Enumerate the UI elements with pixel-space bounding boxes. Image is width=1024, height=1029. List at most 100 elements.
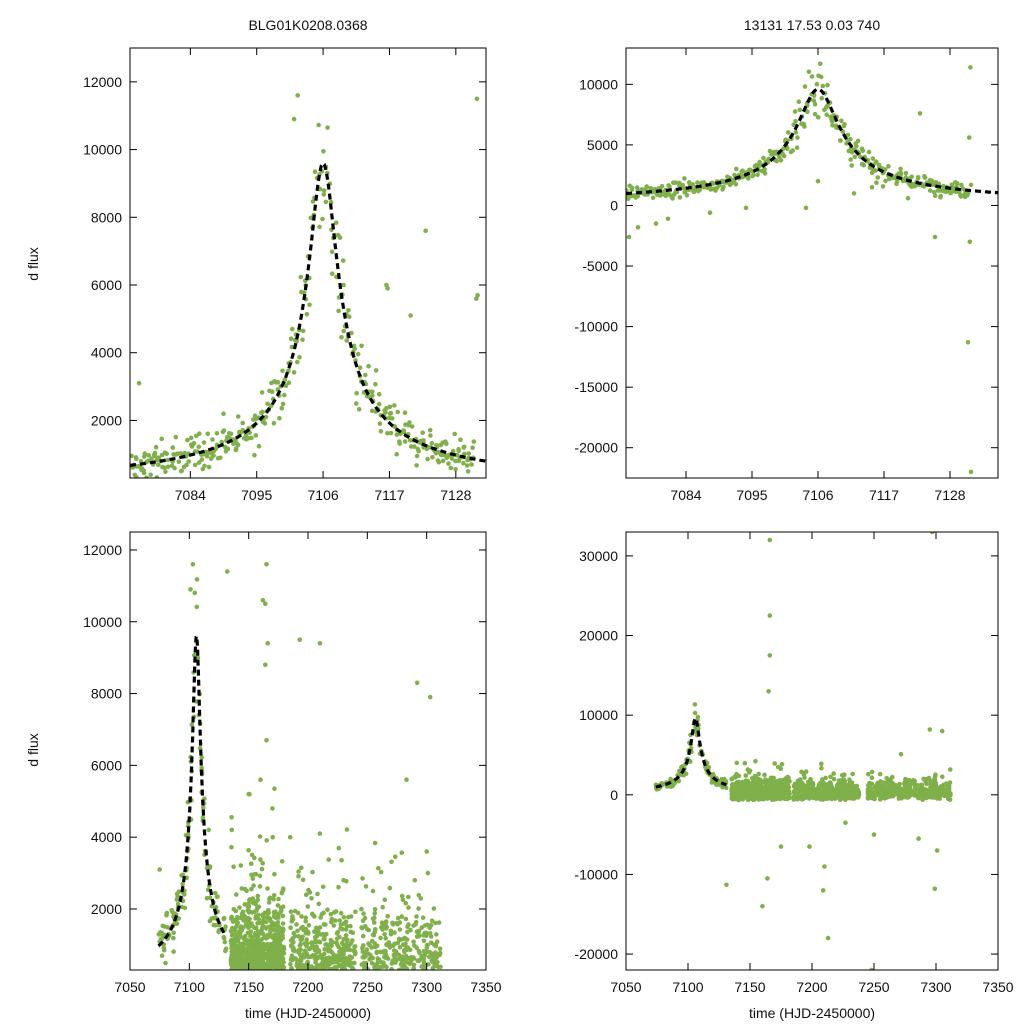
data-point <box>360 918 366 924</box>
data-point <box>146 453 151 458</box>
data-point <box>469 462 474 467</box>
y-tick-label: 8000 <box>91 209 122 225</box>
data-point <box>317 831 323 836</box>
data-point <box>262 910 268 916</box>
data-point <box>195 449 200 454</box>
data-point <box>670 196 675 201</box>
data-point <box>385 430 390 436</box>
data-point <box>321 922 327 927</box>
data-point <box>414 945 420 950</box>
data-point <box>743 773 749 778</box>
data-point <box>406 922 411 927</box>
data-point <box>170 445 176 450</box>
data-point <box>400 961 406 967</box>
data-point <box>321 149 326 154</box>
data-point <box>886 164 891 169</box>
data-point <box>296 934 301 939</box>
data-point <box>873 784 878 789</box>
data-point <box>935 785 940 791</box>
data-point <box>336 308 341 314</box>
data-point <box>383 935 389 941</box>
data-point <box>404 777 409 782</box>
data-point <box>745 778 751 784</box>
data-point <box>374 962 380 967</box>
data-point <box>431 906 437 911</box>
data-point <box>361 961 367 966</box>
data-point <box>894 179 900 184</box>
data-point <box>221 934 226 940</box>
data-point <box>265 935 270 940</box>
data-point <box>820 777 825 782</box>
data-point <box>448 465 454 471</box>
data-point <box>300 934 305 940</box>
data-point <box>394 452 400 457</box>
data-point <box>387 885 393 891</box>
data-point <box>373 927 378 932</box>
data-point <box>289 944 294 949</box>
data-point <box>425 870 431 876</box>
data-point <box>828 782 834 787</box>
x-tick-label: 7200 <box>292 979 323 995</box>
data-point <box>815 115 821 120</box>
data-point <box>286 368 291 374</box>
data-point <box>677 195 683 200</box>
data-point <box>225 446 231 452</box>
data-point <box>188 587 193 592</box>
data-point <box>416 958 422 964</box>
data-point <box>153 444 159 450</box>
data-point <box>231 917 237 923</box>
data-point <box>802 124 807 129</box>
data-point <box>914 790 920 795</box>
data-point <box>757 782 763 788</box>
data-point <box>279 406 285 411</box>
data-point <box>429 918 435 923</box>
data-point <box>283 383 289 389</box>
data-point <box>179 904 185 910</box>
model-fit-curve <box>626 87 998 196</box>
data-point <box>280 961 285 966</box>
data-point <box>141 470 147 476</box>
data-point <box>349 330 354 336</box>
data-point <box>811 93 817 98</box>
data-point <box>252 452 257 458</box>
data-point <box>730 797 736 802</box>
data-point <box>470 445 475 451</box>
data-point <box>301 290 307 295</box>
data-point <box>883 178 888 184</box>
data-point <box>408 313 413 318</box>
data-point <box>392 854 398 860</box>
data-point <box>294 338 300 344</box>
data-point <box>922 175 928 180</box>
data-point <box>392 930 397 935</box>
title-right: 13131 17.53 0.03 740 <box>744 17 880 33</box>
data-point <box>430 454 435 460</box>
x-tick-label: 7095 <box>241 487 272 503</box>
data-point <box>272 872 277 877</box>
x-tick-label: 7084 <box>670 487 701 503</box>
data-point <box>343 946 349 952</box>
data-point <box>336 845 342 851</box>
data-point <box>847 781 852 786</box>
data-point <box>724 882 729 888</box>
data-point <box>433 920 438 926</box>
data-point <box>281 964 287 970</box>
data-point <box>811 98 817 103</box>
data-point <box>238 863 244 868</box>
data-point <box>312 935 318 940</box>
x-tick-label: 7128 <box>440 487 471 503</box>
data-point <box>372 906 378 912</box>
data-point <box>299 865 304 871</box>
data-point <box>360 876 365 881</box>
data-point <box>156 455 161 461</box>
data-point <box>274 932 279 938</box>
data-point <box>931 786 936 792</box>
data-point <box>214 894 220 900</box>
data-point <box>252 872 257 877</box>
data-point <box>396 936 402 942</box>
data-point <box>376 401 382 407</box>
data-point <box>464 463 470 468</box>
plot-area <box>130 93 486 478</box>
data-point <box>880 783 886 788</box>
data-point <box>965 340 971 345</box>
data-point <box>300 328 306 334</box>
